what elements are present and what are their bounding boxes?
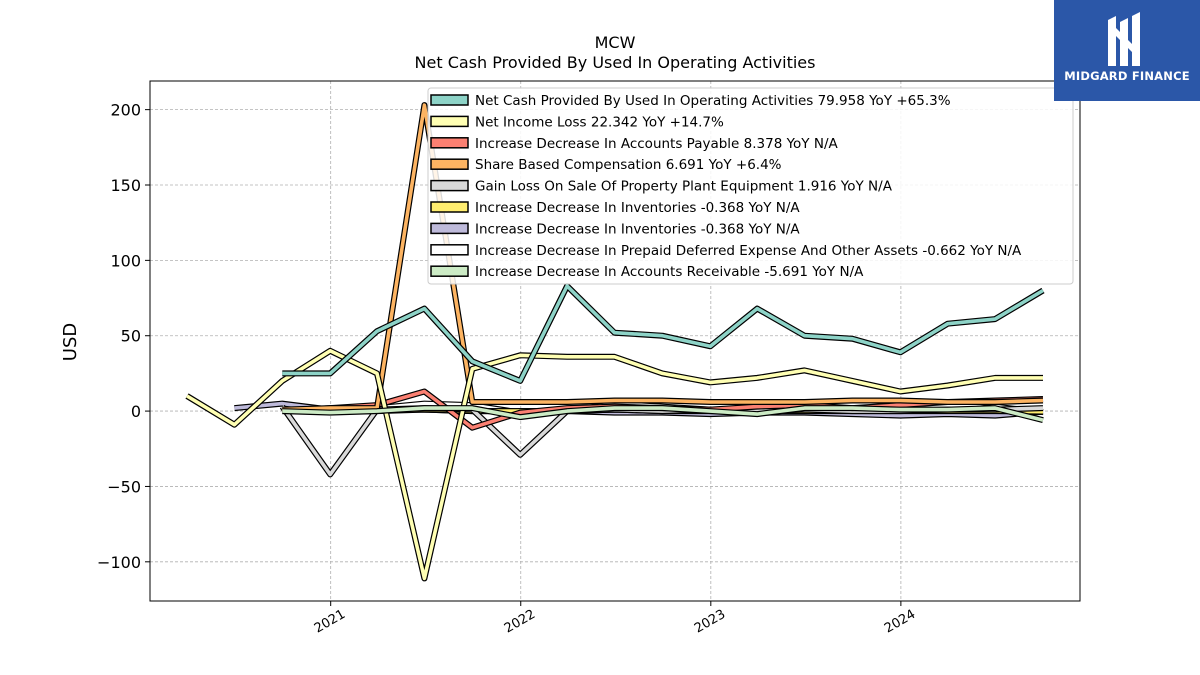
legend-swatch (430, 94, 469, 106)
chart-subtitle: Net Cash Provided By Used In Operating A… (415, 53, 816, 72)
x-ticks: 2021 2022 2023 2024 (312, 601, 918, 636)
y-tick-label: 150 (110, 176, 141, 195)
brand-logo: MIDGARD FINANCE (1054, 0, 1200, 101)
series-line (282, 103, 1044, 412)
x-tick-label: 2021 (312, 607, 348, 637)
legend-entry: Increase Decrease In Accounts Receivable… (475, 264, 864, 280)
legend-box (427, 87, 1074, 285)
legend: Net Cash Provided By Used In Operating A… (427, 87, 1074, 285)
legend-entry: Share Based Compensation 6.691 YoY +6.4% (475, 157, 782, 173)
legend-swatch (430, 137, 469, 149)
chart-title: MCW (595, 33, 636, 52)
legend-swatch (430, 222, 469, 235)
y-tick-label: −50 (107, 477, 141, 496)
legend-swatch (430, 179, 469, 192)
series-line (186, 348, 1043, 581)
legend-swatch (430, 201, 469, 213)
series-line (282, 284, 1044, 383)
x-tick-label: 2023 (692, 607, 728, 637)
series-line (282, 406, 1044, 422)
brand-name: MIDGARD FINANCE (1064, 69, 1190, 83)
y-tick-label: 100 (110, 251, 141, 270)
legend-entry: Increase Decrease In Accounts Payable 8.… (475, 136, 838, 152)
legend-entry: Gain Loss On Sale Of Property Plant Equi… (475, 179, 893, 195)
series-layer (185, 102, 1045, 582)
y-tick-label: 50 (121, 327, 141, 346)
legend-swatch (430, 265, 469, 277)
legend-entry: Net Income Loss 22.342 YoY +14.7% (475, 114, 724, 130)
y-tick-label: 0 (131, 402, 141, 421)
legend-swatch (430, 244, 469, 256)
y-ticks: −100 −50 0 50 100 150 200 (97, 101, 150, 572)
legend-entry: Increase Decrease In Prepaid Deferred Ex… (475, 243, 1022, 259)
legend-swatch (430, 158, 469, 170)
x-tick-label: 2024 (882, 607, 918, 637)
plot-frame (149, 80, 1081, 602)
x-tick-label: 2022 (502, 607, 538, 637)
midgard-m-icon (1108, 12, 1140, 66)
legend-entry: Increase Decrease In Inventories -0.368 … (475, 221, 800, 237)
legend-entry: Net Cash Provided By Used In Operating A… (475, 93, 951, 109)
y-tick-label: 200 (110, 101, 141, 120)
y-tick-label: −100 (97, 553, 141, 572)
legend-entry: Increase Decrease In Inventories -0.368 … (475, 200, 800, 216)
y-axis-label: USD (60, 323, 81, 361)
legend-swatch (430, 115, 469, 128)
series-line-outline (185, 347, 1043, 582)
